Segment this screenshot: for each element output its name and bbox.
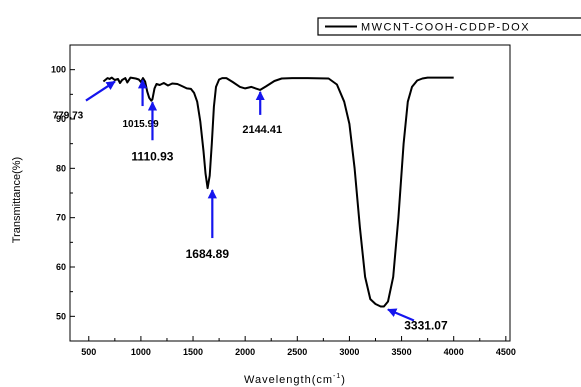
annotation-label: 779.73: [53, 111, 84, 122]
x-tick-label: 1500: [183, 347, 203, 357]
axis-ticks: [70, 69, 507, 341]
y-tick-label: 60: [56, 262, 66, 272]
x-tick-label: 2500: [287, 347, 307, 357]
x-tick-label: 4500: [496, 347, 516, 357]
legend: MWCNT-COOH-CDDP-DOX: [317, 17, 581, 36]
x-tick-label: 500: [81, 347, 96, 357]
x-tick-label: 1000: [131, 347, 151, 357]
x-tick-label: 3500: [392, 347, 412, 357]
x-tick-label: 4000: [444, 347, 464, 357]
annotation-label: 1015.99: [122, 119, 159, 130]
x-axis-title-close: ): [341, 374, 346, 386]
y-axis-title: Transmittance(%): [11, 157, 23, 243]
x-axis-title-main: Wavelength(cm: [244, 374, 333, 386]
x-tick-label: 3000: [339, 347, 359, 357]
y-tick-label: 100: [51, 65, 66, 75]
peak-annotations: 779.73 1015.99 1110.93 1684.89 2144.41 3331.0…: [53, 79, 448, 332]
annotation-label: 1684.89: [186, 247, 230, 261]
tick-labels: 500 1000 1500 2000 2500 3000 3500 4000 450050607…: [51, 65, 516, 357]
annotation-label: 2144.41: [242, 124, 282, 136]
annotation-label: 3331.07: [404, 318, 448, 332]
legend-box: [317, 17, 581, 36]
x-axis-title-sup: -1: [333, 373, 341, 380]
annotation-arrow: [85, 80, 116, 102]
y-tick-label: 70: [56, 213, 66, 223]
series-group: [102, 76, 454, 308]
plot-frame: [69, 44, 511, 342]
y-tick-label: 90: [56, 114, 66, 124]
y-tick-label: 50: [56, 311, 66, 321]
series-line: [102, 76, 454, 308]
y-tick-label: 80: [56, 163, 66, 173]
legend-label: MWCNT-COOH-CDDP-DOX: [361, 22, 530, 34]
annotation-label: 1110.93: [131, 149, 173, 163]
x-tick-label: 2000: [235, 347, 255, 357]
x-axis-title: Wavelength(cm-1): [244, 373, 346, 386]
annotation-arrow: [387, 308, 415, 322]
